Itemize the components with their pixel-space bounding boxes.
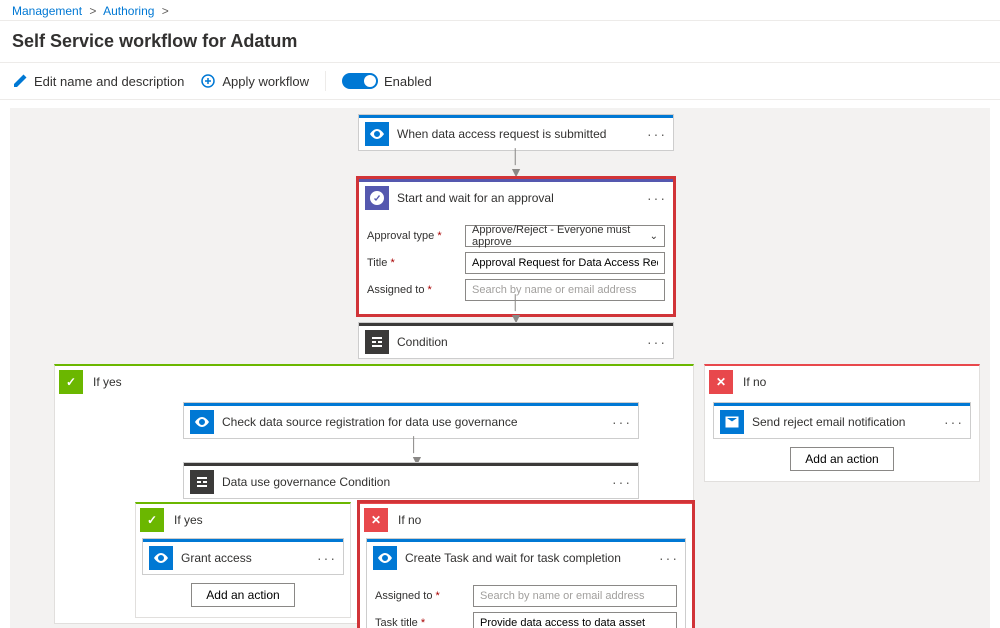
more-icon[interactable]: ··· (647, 190, 667, 206)
approval-icon (365, 186, 389, 210)
nested-yes-label: If yes (174, 513, 203, 527)
send-reject-card[interactable]: Send reject email notification ··· (713, 402, 971, 439)
trigger-card[interactable]: When data access request is submitted ··… (358, 114, 674, 151)
eye-icon (190, 410, 214, 434)
more-icon[interactable]: ··· (944, 414, 964, 430)
arrow-down-icon: │▼ (358, 148, 674, 180)
workflow-canvas: When data access request is submitted ··… (10, 108, 990, 628)
command-bar: Edit name and description Apply workflow… (0, 62, 1000, 100)
nested-branch-if-yes: ✓ If yes Grant access ··· Add an action (135, 502, 351, 618)
more-icon[interactable]: ··· (659, 550, 679, 566)
more-icon[interactable]: ··· (612, 474, 632, 490)
task-title-label: Task title * (375, 617, 465, 628)
condition-icon (190, 470, 214, 494)
branch-if-no: ✕ If no Send reject email notification ·… (704, 364, 980, 482)
create-task-title: Create Task and wait for task completion (405, 551, 621, 565)
approval-title-input[interactable] (465, 252, 665, 274)
create-task-card[interactable]: Create Task and wait for task completion… (366, 538, 686, 628)
eye-icon (373, 546, 397, 570)
enabled-toggle[interactable]: Enabled (342, 73, 432, 89)
more-icon[interactable]: ··· (317, 550, 337, 566)
grant-access-title: Grant access (181, 551, 252, 565)
check-icon: ✓ (59, 370, 83, 394)
mail-icon (720, 410, 744, 434)
breadcrumb-authoring[interactable]: Authoring (103, 4, 154, 18)
add-action-button[interactable]: Add an action (790, 447, 893, 471)
page-title: Self Service workflow for Adatum (0, 21, 1000, 62)
dug-condition-title: Data use governance Condition (222, 475, 390, 489)
apply-workflow-button[interactable]: Apply workflow (200, 73, 309, 89)
pencil-icon (12, 73, 28, 89)
approval-type-label: Approval type * (367, 230, 457, 242)
eye-icon (149, 546, 173, 570)
branch-yes-label: If yes (93, 375, 122, 389)
approval-type-select[interactable]: Approve/Reject - Everyone must approve ⌄ (465, 225, 665, 247)
condition-title: Condition (397, 335, 448, 349)
send-reject-title: Send reject email notification (752, 415, 905, 429)
more-icon[interactable]: ··· (612, 414, 632, 430)
condition-card[interactable]: Condition ··· (358, 322, 674, 359)
check-source-title: Check data source registration for data … (222, 415, 518, 429)
task-title-input[interactable] (473, 612, 677, 628)
condition-icon (365, 330, 389, 354)
circle-plus-icon (200, 73, 216, 89)
more-icon[interactable]: ··· (647, 126, 667, 142)
eye-icon (365, 122, 389, 146)
dug-condition-card[interactable]: Data use governance Condition ··· (183, 462, 639, 499)
task-assigned-label: Assigned to * (375, 590, 465, 602)
x-icon: ✕ (364, 508, 388, 532)
more-icon[interactable]: ··· (647, 334, 667, 350)
nested-branch-if-no: ✕ If no Create Task and wait for task co… (359, 502, 693, 628)
x-icon: ✕ (709, 370, 733, 394)
branch-no-label: If no (743, 375, 766, 389)
trigger-title: When data access request is submitted (397, 127, 606, 141)
check-icon: ✓ (140, 508, 164, 532)
approval-assigned-label: Assigned to * (367, 284, 457, 296)
toggle-switch[interactable] (342, 73, 378, 89)
check-source-card[interactable]: Check data source registration for data … (183, 402, 639, 439)
task-assigned-input[interactable] (473, 585, 677, 607)
approval-title: Start and wait for an approval (397, 191, 554, 205)
breadcrumb-management[interactable]: Management (12, 4, 82, 18)
grant-access-card[interactable]: Grant access ··· (142, 538, 344, 575)
breadcrumb: Management > Authoring > (0, 0, 1000, 21)
edit-name-button[interactable]: Edit name and description (12, 73, 184, 89)
add-action-button[interactable]: Add an action (191, 583, 294, 607)
branch-if-yes: ✓ If yes Check data source registration … (54, 364, 694, 624)
approval-title-label: Title * (367, 257, 457, 269)
chevron-down-icon: ⌄ (650, 231, 658, 242)
nested-no-label: If no (398, 513, 421, 527)
approval-assigned-input[interactable] (465, 279, 665, 301)
